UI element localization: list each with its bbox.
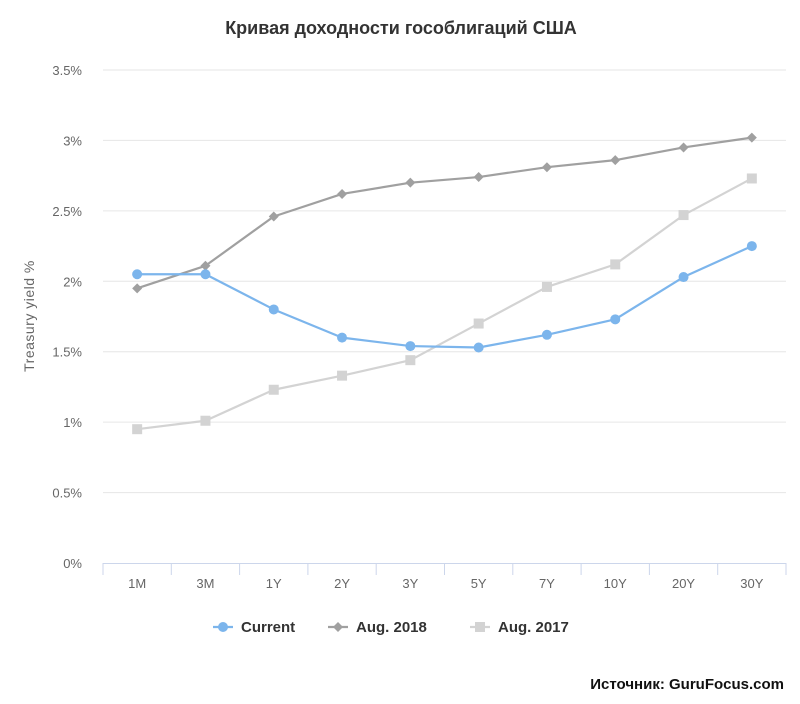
data-point-aug-2018 (268, 211, 279, 222)
data-point-current (337, 332, 348, 343)
y-tick-label: 3% (63, 133, 82, 148)
data-point-current (268, 304, 279, 315)
y-tick-label: 2.5% (52, 204, 82, 219)
data-point-current (610, 314, 621, 325)
series-line-aug-2018 (136, 136, 753, 290)
x-tick-label: 10Y (604, 576, 627, 591)
x-tick-label: 7Y (539, 576, 555, 591)
series-line-current (137, 245, 753, 349)
data-point-aug-2017 (132, 424, 143, 435)
data-point-aug-2017 (337, 370, 348, 381)
data-point-current (678, 272, 689, 283)
data-point-aug-2017 (268, 384, 279, 395)
x-tick-label: 2Y (334, 576, 350, 591)
legend-marker (333, 622, 343, 632)
legend-marker (218, 622, 228, 632)
series-group (132, 132, 757, 435)
x-tick-label: 3M (196, 576, 214, 591)
x-tick-label: 1M (128, 576, 146, 591)
data-point-aug-2017 (610, 259, 621, 270)
data-point-aug-2017 (541, 281, 552, 292)
legend-label: Aug. 2018 (356, 619, 427, 636)
legend-item-current[interactable]: Current (213, 619, 295, 636)
data-point-aug-2017 (200, 415, 211, 426)
data-point-aug-2017 (405, 355, 416, 366)
data-point-current (746, 241, 757, 252)
y-axis-label: Treasury yield % (21, 260, 37, 372)
data-point-aug-2017 (473, 318, 484, 329)
data-point-aug-2018 (132, 283, 143, 294)
series-line-aug-2017 (137, 177, 753, 431)
data-point-aug-2017 (678, 210, 689, 221)
y-tick-label: 1% (63, 415, 82, 430)
data-point-current (132, 269, 143, 280)
data-point-current (473, 342, 484, 353)
data-point-aug-2018 (200, 260, 211, 271)
series-aug-2017 (132, 173, 757, 435)
x-tick-label: 3Y (402, 576, 418, 591)
data-point-aug-2018 (473, 172, 484, 183)
source-note: Источник: GuruFocus.com (590, 676, 784, 693)
series-aug-2018 (132, 132, 757, 294)
y-tick-label: 0% (63, 556, 82, 571)
data-point-aug-2018 (678, 142, 689, 153)
data-point-aug-2018 (337, 188, 348, 199)
legend-marker (475, 622, 485, 632)
data-point-aug-2018 (610, 155, 621, 166)
data-point-aug-2018 (746, 132, 757, 143)
legend-item-aug-2017[interactable]: Aug. 2017 (470, 619, 569, 636)
y-tick-label: 1.5% (52, 345, 82, 360)
x-tick-label: 30Y (740, 576, 763, 591)
data-point-current (200, 269, 211, 280)
y-tick-label: 2% (63, 274, 82, 289)
data-point-current (405, 341, 416, 352)
y-axis-ticks: 0% 0.5% 1% 1.5% 2% 2.5% 3% 3.5% (52, 63, 82, 571)
data-point-current (541, 329, 552, 340)
legend-label: Current (241, 619, 295, 636)
chart-title: Кривая доходности гособлигаций США (225, 18, 577, 38)
legend[interactable]: Current Aug. 2018 Aug. 2017 (213, 619, 569, 636)
legend-label: Aug. 2017 (498, 619, 569, 636)
legend-item-aug-2018[interactable]: Aug. 2018 (328, 619, 427, 636)
x-tick-label: 1Y (266, 576, 282, 591)
data-point-aug-2018 (541, 162, 552, 173)
data-point-aug-2018 (405, 177, 416, 188)
x-tick-label: 5Y (471, 576, 487, 591)
x-axis: 1M 3M 1Y 2Y 3Y 5Y 7Y 10Y 20Y 30Y (102, 563, 787, 591)
series-current (132, 241, 757, 353)
y-tick-label: 0.5% (52, 486, 82, 501)
y-tick-label: 3.5% (52, 63, 82, 78)
data-point-aug-2017 (746, 173, 757, 184)
x-tick-label: 20Y (672, 576, 695, 591)
